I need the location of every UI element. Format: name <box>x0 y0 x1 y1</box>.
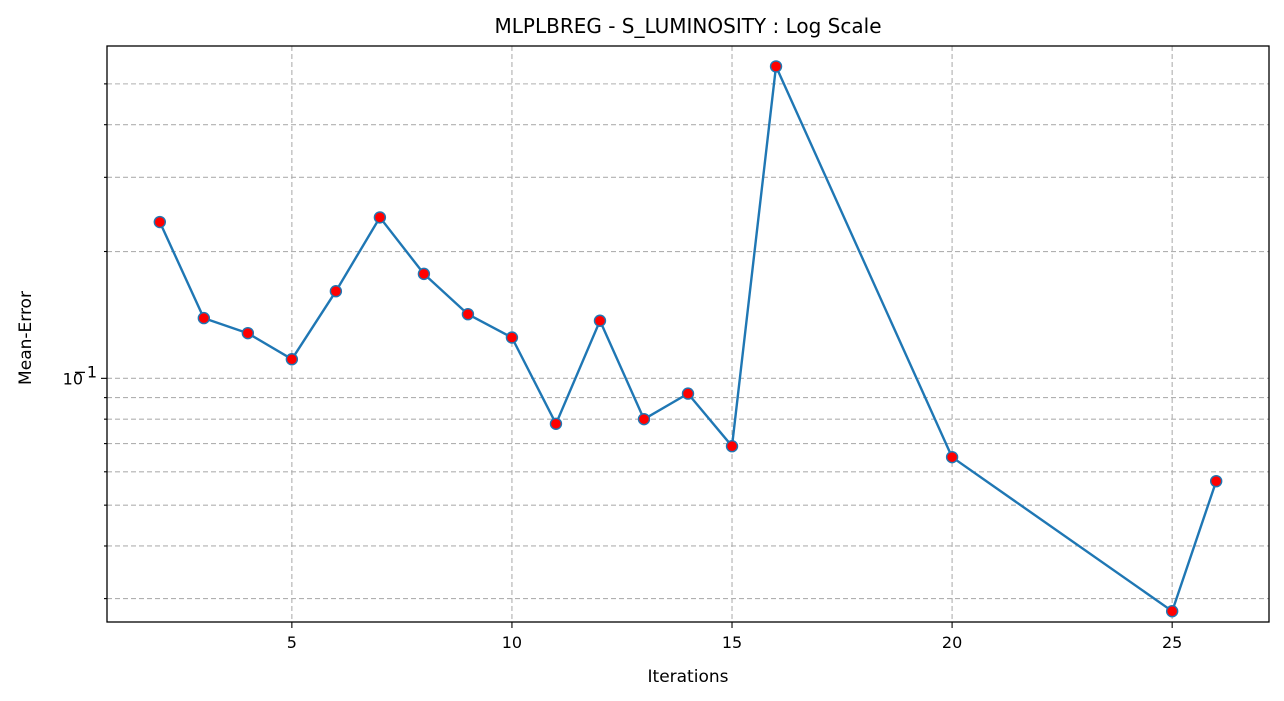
data-point <box>461 307 475 321</box>
x-tick-label: 5 <box>287 633 297 652</box>
data-point <box>285 353 299 366</box>
x-tick-label: 10 <box>502 633 522 652</box>
series <box>153 60 1223 618</box>
x-tick-label: 20 <box>942 633 962 652</box>
data-point <box>1165 605 1179 618</box>
grid <box>107 46 1269 622</box>
data-point <box>197 311 211 325</box>
data-point <box>153 215 167 229</box>
y-axis-label: Mean-Error <box>16 291 36 385</box>
y-tick-label: 10 <box>63 369 83 388</box>
chart-title: MLPLBREG - S_LUMINOSITY : Log Scale <box>495 14 882 38</box>
x-tick-label: 15 <box>722 633 742 652</box>
data-point <box>681 387 695 400</box>
plot-frame <box>106 45 1270 623</box>
data-point <box>505 331 519 344</box>
data-point <box>1209 474 1223 488</box>
data-point <box>241 326 255 340</box>
data-point <box>725 440 739 453</box>
x-axis-label: Iterations <box>648 667 729 687</box>
data-point <box>329 285 343 298</box>
data-point <box>769 60 783 73</box>
data-point <box>373 211 387 224</box>
data-point <box>593 314 607 327</box>
data-point <box>417 267 431 281</box>
data-point <box>945 450 959 464</box>
data-point <box>549 417 563 430</box>
x-tick-label: 25 <box>1162 633 1182 652</box>
series-line <box>158 65 1218 613</box>
data-point <box>637 412 651 426</box>
y-tick-label-exponent: −1 <box>73 362 97 381</box>
